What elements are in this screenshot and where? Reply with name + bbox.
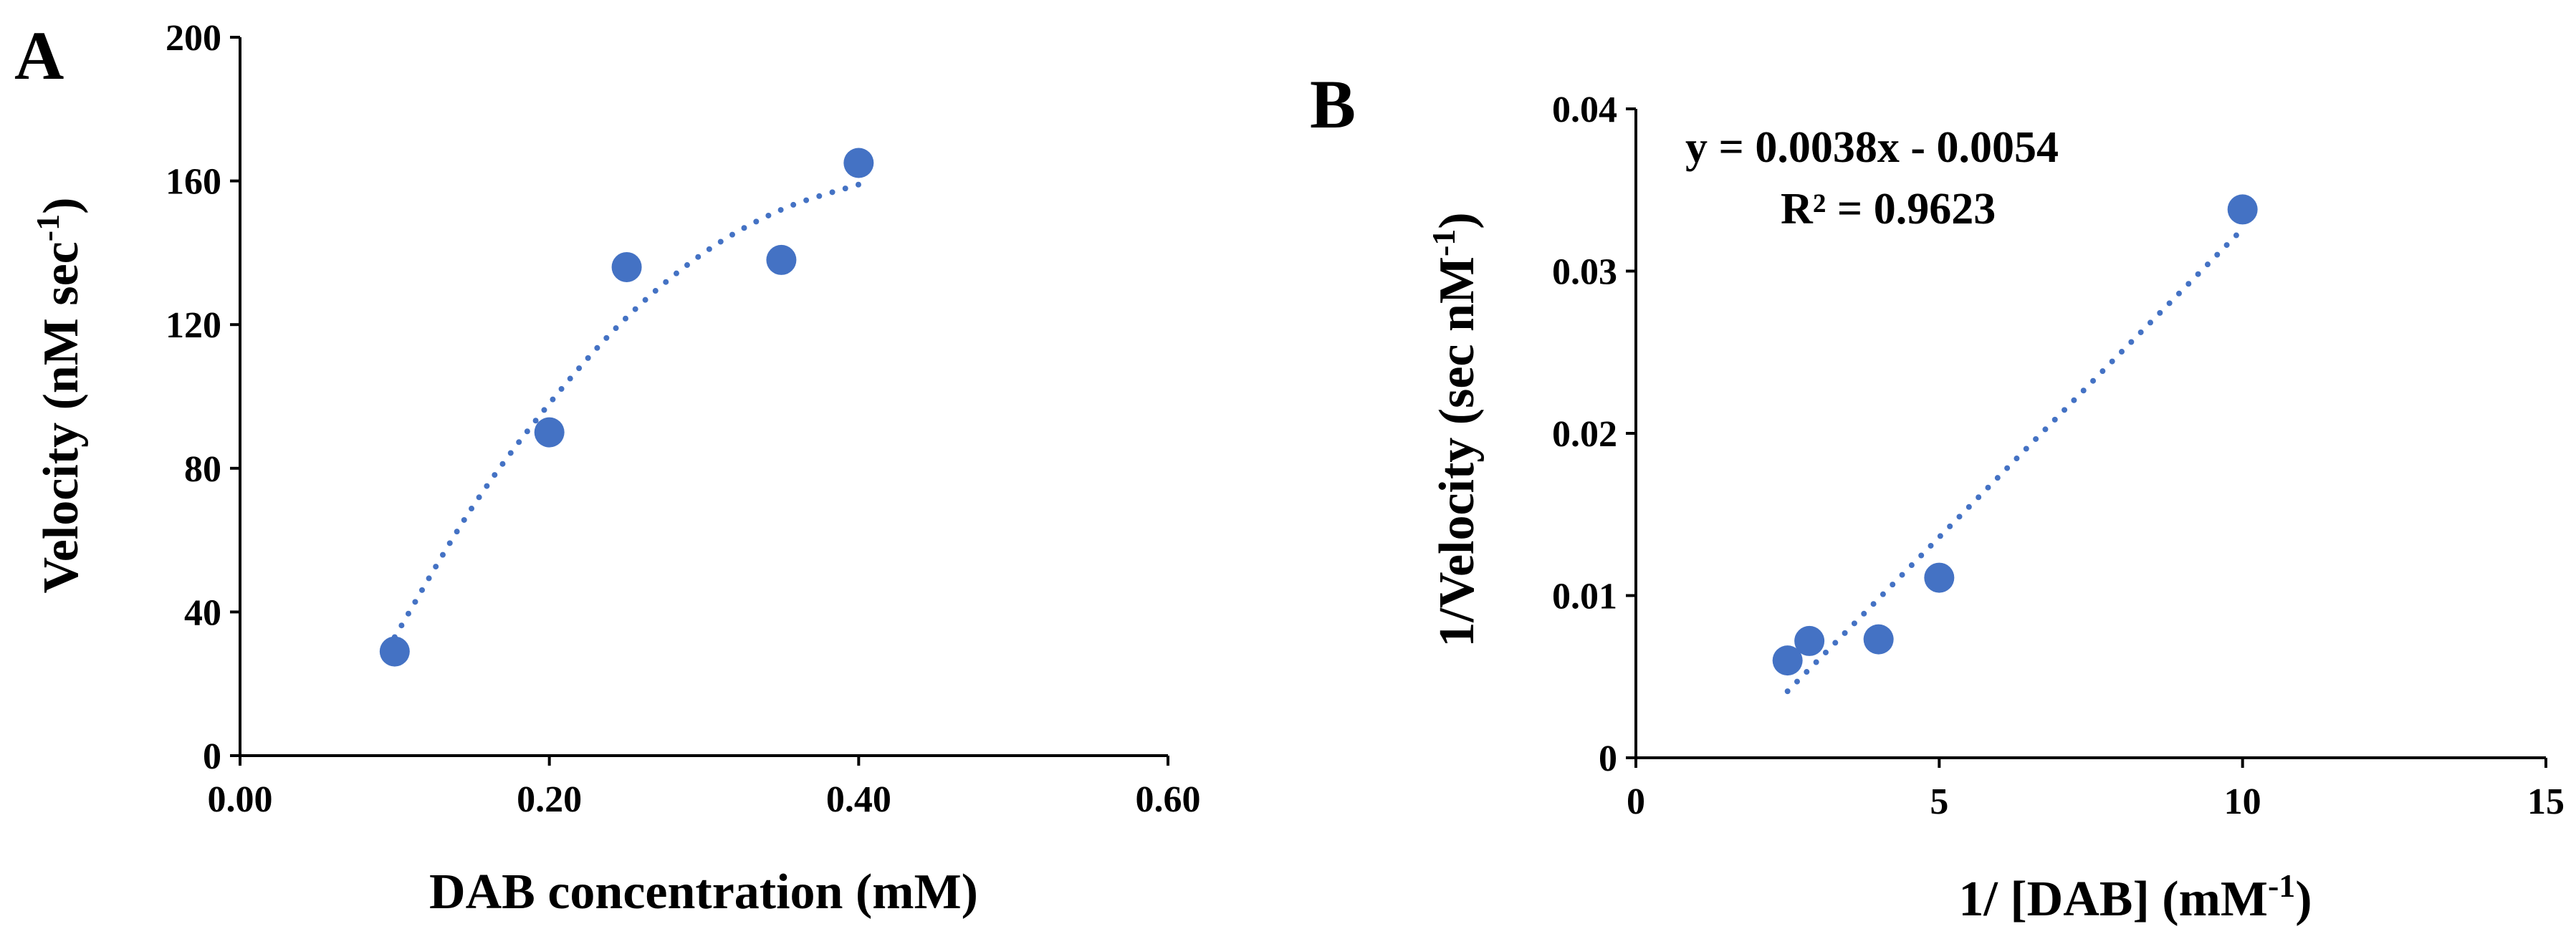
panel-a-x-tick-label: 0.60 [1136,779,1201,820]
panel-b-y-tick-label: 0.03 [1552,252,1617,293]
panel-a-data-point [611,251,642,282]
panel-b-r-squared: R² = 0.9623 [1781,185,1996,233]
panel-b: B 0 0.01 0.02 0.03 0.04 0 5 10 15 y = 0.0038x -… [1310,66,2565,927]
panel-a-y-tick-label: 200 [166,18,221,59]
panel-a: A 0 40 80 120 160 200 0.00 0.20 0.40 0.60 DAB co… [14,17,1201,920]
panel-a-y-tick-label: 160 [166,162,221,203]
panel-a-y-tick-label: 80 [184,449,221,490]
panel-b-equation: y = 0.0038x - 0.0054 [1685,123,2059,172]
panel-a-y-tick-label: 120 [166,305,221,346]
panel-a-y-axis-title: Velocity (nM sec-1) [29,198,89,594]
panel-b-x-tick-label: 0 [1627,781,1645,822]
panel-a-data-point [766,244,797,275]
panel-b-y-title-sup: -1 [1425,229,1462,256]
panel-a-x-tick-label: 0.20 [517,779,582,820]
panel-a-data-point [843,148,874,178]
panel-b-y-title-close: ) [1430,212,1485,228]
panel-a-y-title-sup: -1 [29,214,66,241]
panel-a-data-point [534,417,565,448]
panel-a-x-ticks: 0.00 0.20 0.40 0.60 [208,756,1201,820]
panel-b-x-tick-label: 15 [2527,781,2565,822]
panel-a-data-point [379,636,410,667]
panel-b-data-point [1924,562,1955,593]
panel-a-x-axis-title: DAB concentration (mM) [429,865,978,920]
panel-b-y-tick-label: 0.04 [1552,90,1617,130]
panel-a-y-ticks: 0 40 80 120 160 200 [166,18,240,777]
panel-a-x-tick-label: 0.40 [826,779,891,820]
panel-b-letter: B [1310,66,1356,143]
panel-b-x-title-close: ) [2295,872,2312,927]
panel-b-data-point [1772,645,1803,676]
panel-b-trendline [1784,226,2246,695]
panel-b-data-point [1863,624,1894,655]
panel-b-y-axis-title: 1/Velocity (sec nM-1) [1425,212,1485,647]
panel-a-y-title-close: ) [34,198,89,214]
panel-b-data-point [1794,625,1825,656]
panel-b-x-title-main: 1/ [DAB] (mM [1958,872,2268,927]
panel-b-x-title-sup: -1 [2268,867,2295,904]
panel-a-letter: A [14,17,64,94]
panel-b-x-tick-label: 5 [1930,781,1948,822]
panel-b-x-tick-label: 10 [2224,781,2261,822]
panel-b-x-ticks: 0 5 10 15 [1627,758,2565,822]
panel-b-y-tick-label: 0.01 [1552,577,1617,617]
panel-a-x-tick-label: 0.00 [208,779,273,820]
panel-b-data-point [2227,194,2258,225]
panel-b-y-tick-label: 0 [1599,738,1617,779]
panel-b-points [1772,194,2258,676]
panel-a-points [379,148,874,667]
panel-a-y-tick-label: 40 [184,592,221,633]
panel-b-x-axis-title: 1/ [DAB] (mM-1) [1958,867,2312,927]
panel-b-y-title-main: 1/Velocity (sec nM [1430,256,1485,647]
panel-a-y-title-main: Velocity (nM sec [34,241,89,593]
panel-b-y-tick-label: 0.02 [1552,414,1617,455]
panel-a-y-tick-label: 0 [203,736,221,777]
panel-b-y-ticks: 0 0.01 0.02 0.03 0.04 [1552,90,1636,779]
